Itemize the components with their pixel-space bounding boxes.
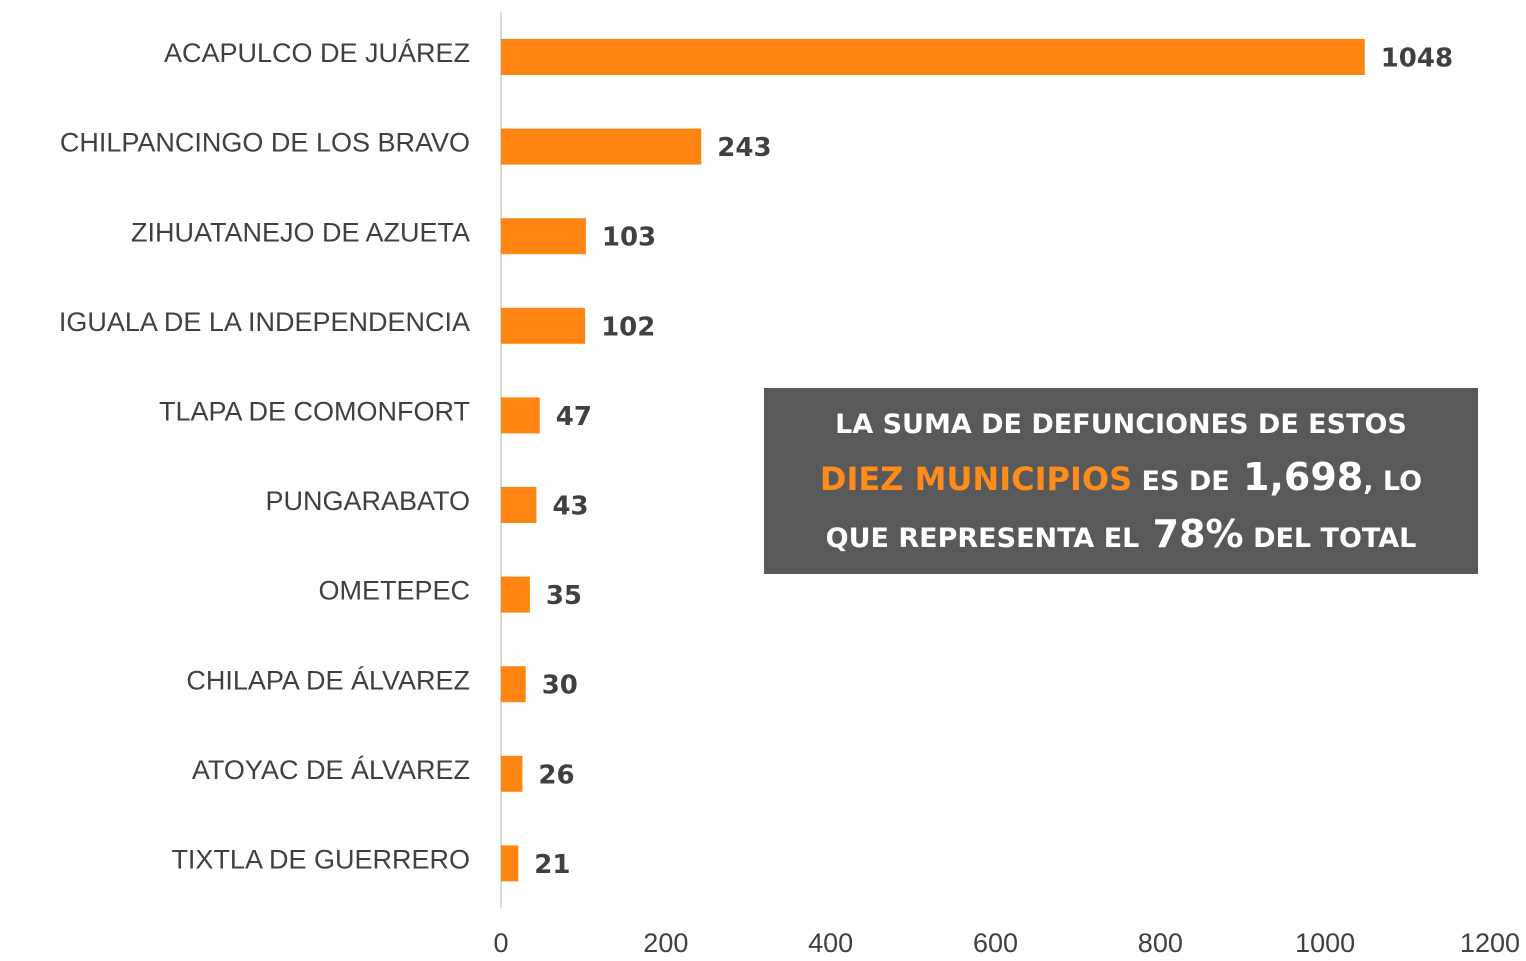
- annotation-text: QUE REPRESENTA EL: [825, 522, 1140, 554]
- x-tick-label: 200: [643, 928, 688, 958]
- annotation-line: QUE REPRESENTA EL 78% DEL TOTAL: [764, 508, 1478, 565]
- category-label: TIXTLA DE GUERRERO: [171, 845, 470, 875]
- category-label: ATOYAC DE ÁLVAREZ: [192, 755, 470, 785]
- value-label: 43: [552, 492, 588, 522]
- bar: [501, 218, 586, 255]
- annotation-text: LA SUMA DE DEFUNCIONES DE ESTOS: [835, 408, 1407, 440]
- category-label: CHILPANCINGO DE LOS BRAVO: [60, 128, 470, 158]
- x-tick-label: 600: [973, 928, 1018, 958]
- x-tick-label: 1000: [1295, 928, 1355, 958]
- value-label: 21: [534, 850, 570, 880]
- annotation-line: DIEZ MUNICIPIOS ES DE 1,698, LO: [764, 451, 1478, 508]
- bar: [501, 128, 702, 165]
- bar: [501, 576, 530, 613]
- category-label: CHILAPA DE ÁLVAREZ: [186, 665, 470, 695]
- category-label: ACAPULCO DE JUÁREZ: [164, 38, 470, 68]
- annotation-text: , LO: [1363, 465, 1423, 497]
- value-label: 243: [717, 133, 771, 163]
- bar: [501, 755, 523, 792]
- bar: [501, 397, 540, 434]
- category-label: ZIHUATANEJO DE AZUETA: [131, 217, 470, 247]
- annotation-percent: 78%: [1152, 511, 1244, 556]
- annotation-text: ES DE: [1141, 465, 1230, 497]
- bar: [501, 487, 537, 523]
- annotation-highlight: DIEZ MUNICIPIOS: [819, 459, 1133, 498]
- annotation: LA SUMA DE DEFUNCIONES DE ESTOS DIEZ MUN…: [764, 388, 1478, 574]
- value-label: 30: [542, 671, 578, 701]
- annotation-text: DEL TOTAL: [1253, 522, 1417, 554]
- category-label: OMETEPEC: [318, 576, 470, 606]
- x-tick-label: 0: [493, 928, 508, 958]
- category-label: PUNGARABATO: [265, 486, 470, 516]
- x-tick-label: 800: [1138, 928, 1183, 958]
- category-label: IGUALA DE LA INDEPENDENCIA: [59, 307, 470, 337]
- x-tick-label: 1200: [1460, 928, 1520, 958]
- bar: [501, 666, 526, 703]
- value-label: 102: [601, 312, 655, 342]
- value-label: 26: [538, 760, 574, 790]
- annotation-line: LA SUMA DE DEFUNCIONES DE ESTOS: [764, 398, 1478, 451]
- bar: [501, 845, 519, 882]
- value-label: 47: [556, 402, 592, 432]
- value-label: 35: [546, 581, 582, 611]
- bar: [501, 307, 586, 344]
- bar: [501, 39, 1365, 75]
- value-label: 1048: [1381, 44, 1453, 74]
- category-label: TLAPA DE COMONFORT: [159, 397, 470, 427]
- x-tick-label: 400: [808, 928, 853, 958]
- value-label: 103: [602, 223, 656, 253]
- annotation-sum: 1,698: [1243, 454, 1364, 499]
